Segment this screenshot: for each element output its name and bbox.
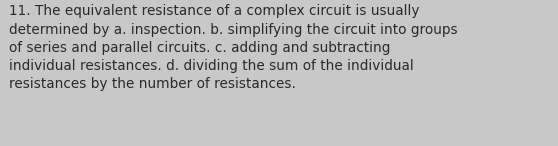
Text: 11. The equivalent resistance of a complex circuit is usually
determined by a. i: 11. The equivalent resistance of a compl… [9, 4, 458, 91]
